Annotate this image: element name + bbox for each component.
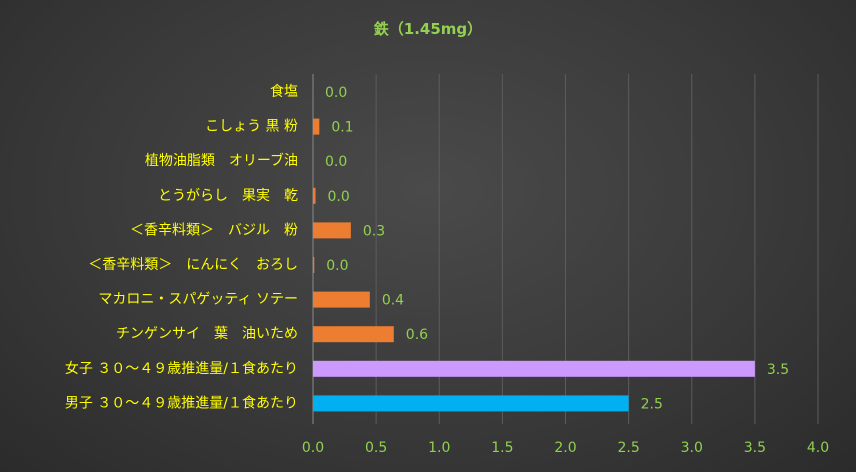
- data-label: 0.0: [326, 258, 348, 274]
- data-label: 0.0: [328, 189, 350, 205]
- x-tick-label: 1.5: [491, 440, 513, 456]
- category-label: こしょう 黒 粉: [205, 119, 298, 135]
- data-label: 0.1: [331, 120, 353, 136]
- x-tick-label: 3.0: [681, 440, 703, 456]
- bar: [313, 291, 370, 308]
- category-label: 植物油脂類 オリーブ油: [145, 152, 298, 169]
- category-label: 男子 ３０～４９歳推進量/１食あたり: [65, 394, 298, 411]
- data-label: 0.4: [382, 293, 404, 309]
- data-label: 0.0: [325, 154, 347, 170]
- category-label: ＜香辛料類＞ にんにく おろし: [88, 257, 298, 273]
- category-label: ＜香辛料類＞ バジル 粉: [130, 222, 298, 238]
- category-label: 食塩: [270, 83, 298, 100]
- bars: [313, 118, 755, 412]
- bar: [313, 326, 394, 343]
- data-label: 0.3: [363, 223, 385, 239]
- data-label: 3.5: [767, 362, 789, 378]
- category-label: 女子 ３０～４９歳推進量/１食あたり: [65, 360, 298, 377]
- category-label: マカロニ・スパゲッティ ソテー: [98, 292, 298, 308]
- x-tick-label: 2.5: [617, 440, 639, 456]
- bar: [313, 395, 629, 412]
- category-label: とうがらし 果実 乾: [158, 188, 298, 204]
- bar: [313, 257, 315, 273]
- bar: [313, 118, 320, 135]
- bar: [313, 222, 351, 239]
- x-axis-ticks: 0.0 0.5 1.0 1.5 2.0 2.5 3.0 3.5 4.0: [302, 440, 829, 456]
- bar: [313, 360, 755, 377]
- x-tick-label: 4.0: [807, 440, 829, 456]
- data-label: 0.0: [325, 85, 347, 101]
- data-label: 0.6: [406, 327, 428, 343]
- data-labels: 0.0 0.1 0.0 0.0 0.3 0.0 0.4 0.6 3.5 2.5: [325, 85, 789, 412]
- category-label: チンゲンサイ 葉 油いため: [116, 326, 298, 342]
- x-tick-label: 2.0: [554, 440, 576, 456]
- x-tick-label: 0.5: [365, 440, 387, 456]
- data-label: 2.5: [641, 396, 663, 412]
- x-tick-label: 3.5: [744, 440, 766, 456]
- x-tick-label: 1.0: [428, 440, 450, 456]
- bar: [313, 187, 316, 204]
- chart-title: 鉄（1.45mg）: [373, 20, 483, 38]
- x-tick-label: 0.0: [302, 440, 324, 456]
